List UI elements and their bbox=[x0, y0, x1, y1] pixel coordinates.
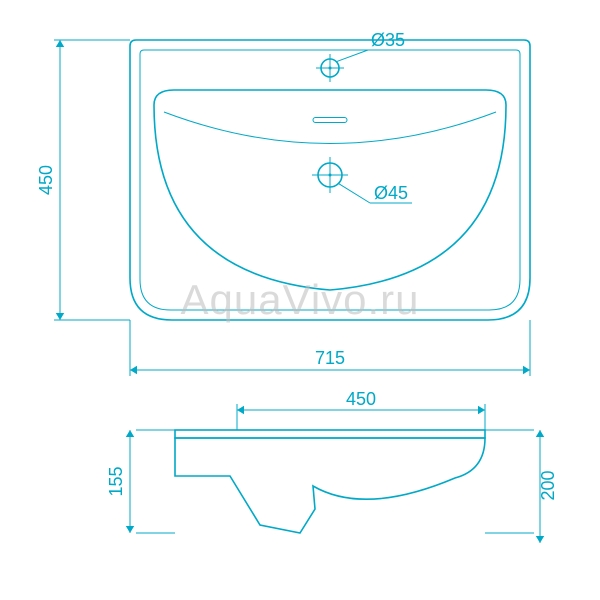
dim-height-label: 450 bbox=[36, 165, 56, 195]
tap-hole-label: Ø35 bbox=[371, 30, 405, 50]
drain-hole-label: Ø45 bbox=[374, 183, 408, 203]
dim-width-label: 715 bbox=[315, 348, 345, 368]
side-view-body bbox=[175, 438, 485, 533]
dim-side-right-label: 200 bbox=[538, 470, 558, 500]
side-view-top bbox=[175, 430, 485, 438]
overflow-slot bbox=[313, 118, 347, 123]
top-view-bowl-inner bbox=[164, 112, 496, 144]
dim-side-width-label: 450 bbox=[346, 389, 376, 409]
dim-side-left-label: 155 bbox=[106, 466, 126, 496]
